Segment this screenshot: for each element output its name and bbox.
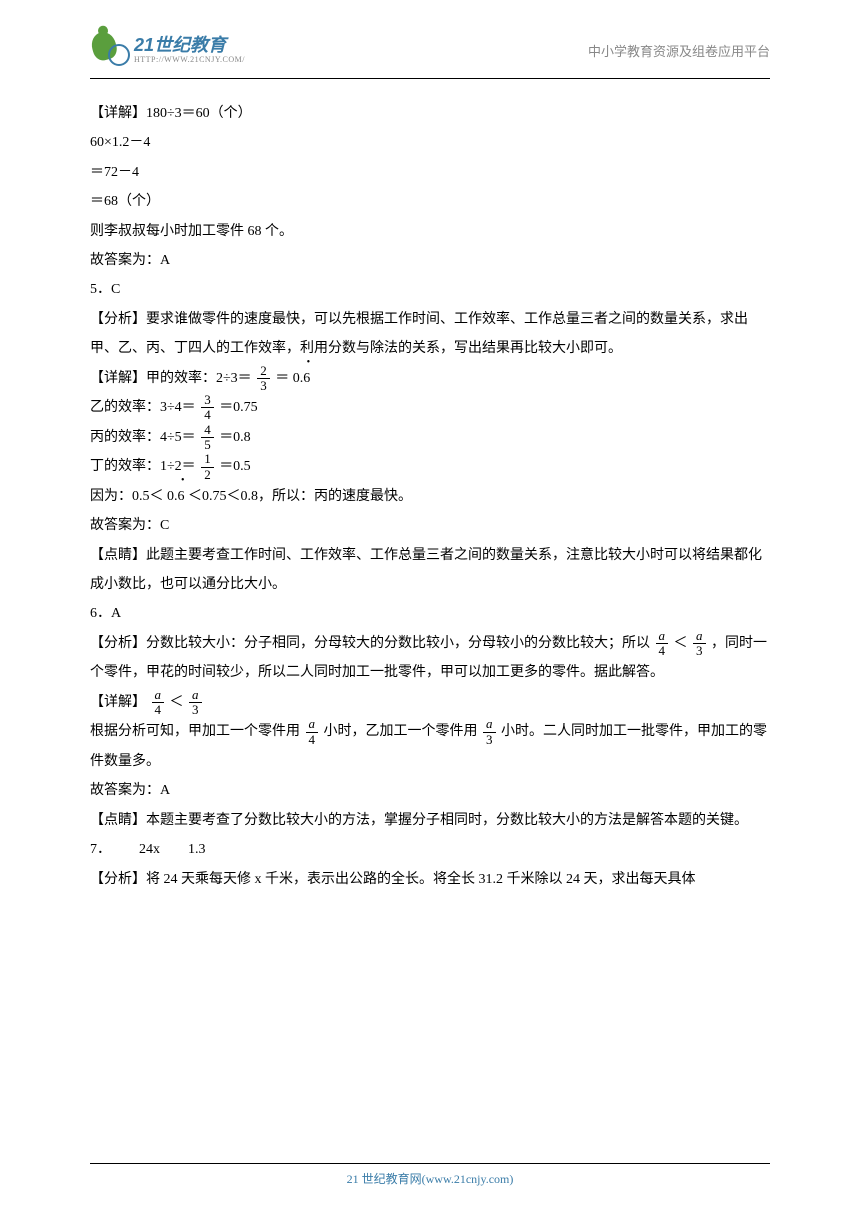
text-line: 根据分析可知，甲加工一个零件用 a4 小时，乙加工一个零件用 a3 小时。二人同… <box>90 717 770 776</box>
recurring-decimal: 0.6 <box>293 364 311 393</box>
text-fragment: ＝0.8 <box>219 430 251 445</box>
text-fragment: 因为：0.5＜ <box>90 489 164 504</box>
fraction: a4 <box>152 688 165 718</box>
page-header: 21世纪教育 HTTP://WWW.21CNJY.COM/ 中小学教育资源及组卷… <box>90 0 770 79</box>
text-line: 【点睛】本题主要考查了分数比较大小的方法，掌握分子相同时，分数比较大小的方法是解… <box>90 806 770 835</box>
text-fragment: ＜ <box>674 636 688 651</box>
text-line: 【详解】甲的效率：2÷3＝ 23 ＝ 0.6 <box>90 364 770 394</box>
text-fragment: ＝0.75 <box>219 400 258 415</box>
text-fragment: ＝0.5 <box>219 459 251 474</box>
text-line: 丙的效率：4÷5＝ 45 ＝0.8 <box>90 423 770 453</box>
recurring-decimal: 0.6 <box>167 482 185 511</box>
fraction: 23 <box>257 364 270 394</box>
text-fragment: 小时，乙加工一个零件用 <box>324 724 478 739</box>
text-fragment: 乙的效率：3÷4＝ <box>90 400 196 415</box>
fraction: a3 <box>483 717 496 747</box>
fraction: 45 <box>201 423 214 453</box>
text-fragment: 【详解】 <box>90 695 146 710</box>
text-fragment: 根据分析可知，甲加工一个零件用 <box>90 724 300 739</box>
fraction: 12 <box>201 452 214 482</box>
fraction: a4 <box>656 629 669 659</box>
header-subtitle: 中小学教育资源及组卷应用平台 <box>588 41 770 60</box>
text-line: 故答案为：C <box>90 511 770 540</box>
footer-text: 21 世纪教育网(www.21cnjy.com) <box>347 1172 514 1186</box>
logo-text: 21世纪教育 HTTP://WWW.21CNJY.COM/ <box>134 36 245 65</box>
page-footer: 21 世纪教育网(www.21cnjy.com) <box>90 1163 770 1188</box>
text-line: 【分析】要求谁做零件的速度最快，可以先根据工作时间、工作效率、工作总量三者之间的… <box>90 305 770 364</box>
text-line: 故答案为：A <box>90 776 770 805</box>
text-line: 故答案为：A <box>90 246 770 275</box>
fraction: a3 <box>189 688 202 718</box>
document-body: 【详解】180÷3＝60（个） 60×1.2－4 ＝72－4 ＝68（个） 则李… <box>0 79 860 904</box>
text-fragment: 丙的效率：4÷5＝ <box>90 430 196 445</box>
text-fragment: ＝ <box>275 371 289 386</box>
text-line: 【详解】 a4 ＜ a3 <box>90 688 770 718</box>
text-line: 60×1.2－4 <box>90 128 770 157</box>
text-line: 6．A <box>90 599 770 628</box>
logo-url: HTTP://WWW.21CNJY.COM/ <box>134 56 245 65</box>
text-line: 5．C <box>90 275 770 304</box>
text-line: 因为：0.5＜ 0.6 ＜0.75＜0.8，所以：丙的速度最快。 <box>90 482 770 511</box>
text-line: 【分析】将 24 天乘每天修 x 千米，表示出公路的全长。将全长 31.2 千米… <box>90 865 770 894</box>
text-fragment: ＜ <box>170 695 184 710</box>
fraction: a3 <box>693 629 706 659</box>
fraction: a4 <box>306 717 319 747</box>
text-line: 则李叔叔每小时加工零件 68 个。 <box>90 217 770 246</box>
logo-section: 21世纪教育 HTTP://WWW.21CNJY.COM/ <box>90 30 245 70</box>
logo-title: 21世纪教育 <box>134 36 245 56</box>
text-line: 【点睛】此题主要考查工作时间、工作效率、工作总量三者之间的数量关系，注意比较大小… <box>90 541 770 600</box>
fraction: 34 <box>201 393 214 423</box>
text-fragment: ＜0.75＜0.8，所以：丙的速度最快。 <box>188 489 412 504</box>
logo-icon <box>90 30 130 70</box>
text-line: 7． 24x 1.3 <box>90 835 770 864</box>
text-fragment: 【分析】分数比较大小：分子相同，分母较大的分数比较小，分母较小的分数比较大；所以 <box>90 636 654 651</box>
text-line: 【详解】180÷3＝60（个） <box>90 99 770 128</box>
text-line: 乙的效率：3÷4＝ 34 ＝0.75 <box>90 393 770 423</box>
text-fragment: 丁的效率：1÷2＝ <box>90 459 196 474</box>
text-fragment: 【详解】甲的效率：2÷3＝ <box>90 371 252 386</box>
text-line: ＝68（个） <box>90 187 770 216</box>
text-line: ＝72－4 <box>90 158 770 187</box>
text-line: 【分析】分数比较大小：分子相同，分母较大的分数比较小，分母较小的分数比较大；所以… <box>90 629 770 688</box>
text-line: 丁的效率：1÷2＝ 12 ＝0.5 <box>90 452 770 482</box>
